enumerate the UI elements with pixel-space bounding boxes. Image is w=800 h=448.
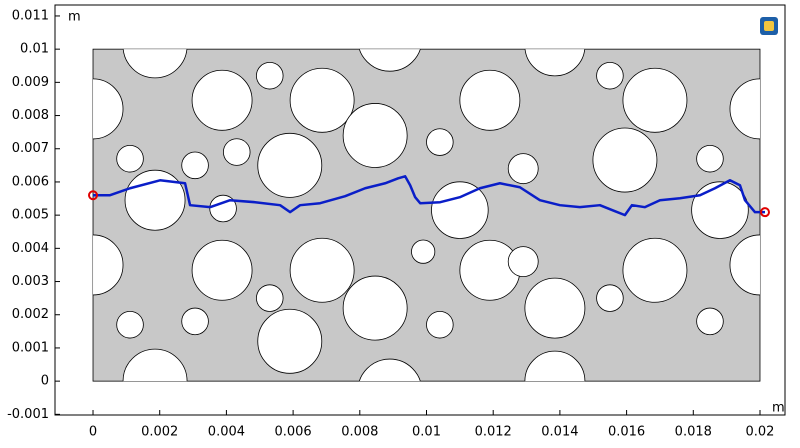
x-unit-label: m (772, 401, 785, 416)
hole (223, 138, 251, 166)
hole (622, 67, 688, 133)
y-unit-label: m (68, 10, 81, 25)
hole (596, 284, 624, 312)
y-tick-label: 0.001 (12, 340, 49, 355)
hole (426, 128, 454, 156)
hole (93, 78, 124, 140)
trajectory-end-marker (759, 207, 770, 218)
hole (256, 284, 284, 312)
y-tick-label: 0.004 (12, 241, 49, 256)
hole (524, 277, 586, 339)
trajectory-end-marker (88, 190, 99, 201)
hole (507, 153, 539, 185)
hole (289, 237, 355, 303)
y-tick-label: 0.01 (20, 42, 49, 57)
hole (358, 49, 421, 72)
x-tick-label: 0.016 (608, 425, 645, 440)
y-tick-label: 0.008 (12, 108, 49, 123)
hole (191, 239, 253, 301)
hole (116, 310, 144, 339)
hole (289, 67, 355, 133)
hole (93, 234, 124, 296)
x-tick-label: 0.018 (675, 425, 712, 440)
hole (342, 275, 408, 341)
hole (257, 132, 323, 198)
hole (209, 194, 237, 223)
y-tick-label: 0.005 (12, 208, 49, 223)
hole (426, 310, 454, 339)
holes (93, 49, 760, 382)
hole (256, 61, 284, 90)
hole (181, 307, 209, 336)
hole (431, 181, 489, 239)
y-tick-label: 0.009 (12, 75, 49, 90)
hole (622, 237, 688, 303)
hole (459, 69, 521, 131)
hole (696, 307, 724, 336)
hole (507, 246, 539, 278)
x-tick-label: 0.004 (208, 425, 245, 440)
x-tick-label: 0.02 (746, 425, 775, 440)
hole (342, 103, 408, 168)
y-tick-label: 0.002 (12, 307, 49, 322)
hole (592, 127, 658, 193)
x-tick-label: 0.01 (412, 425, 441, 440)
hole (524, 49, 586, 77)
trajectory (93, 175, 765, 217)
hole (596, 61, 624, 90)
hole (729, 234, 760, 296)
hole (691, 181, 749, 239)
x-tick-label: 0.008 (341, 425, 378, 440)
x-tick-label: 0 (89, 425, 97, 440)
hole (257, 308, 323, 374)
hole (696, 144, 724, 173)
y-tick-label: 0 (41, 374, 49, 389)
hole (729, 78, 760, 140)
hole (524, 350, 586, 382)
x-tick-label: 0.002 (141, 425, 178, 440)
y-tick-label: 0.011 (12, 8, 49, 23)
hole (191, 69, 253, 131)
x-tick-label: 0.006 (274, 425, 311, 440)
hole (411, 239, 436, 264)
hole (116, 144, 144, 173)
hole (124, 169, 186, 231)
x-tick-label: 0.012 (475, 425, 512, 440)
hole (122, 348, 188, 382)
hole (181, 151, 209, 180)
y-tick-label: 0.006 (12, 174, 49, 189)
y-tick-label: -0.001 (7, 407, 49, 422)
hole (122, 49, 188, 79)
x-tick-label: 0.014 (541, 425, 578, 440)
hole (358, 358, 421, 382)
logo-icon (760, 17, 778, 35)
y-tick-label: 0.007 (12, 141, 49, 156)
y-tick-label: 0.003 (12, 274, 49, 289)
